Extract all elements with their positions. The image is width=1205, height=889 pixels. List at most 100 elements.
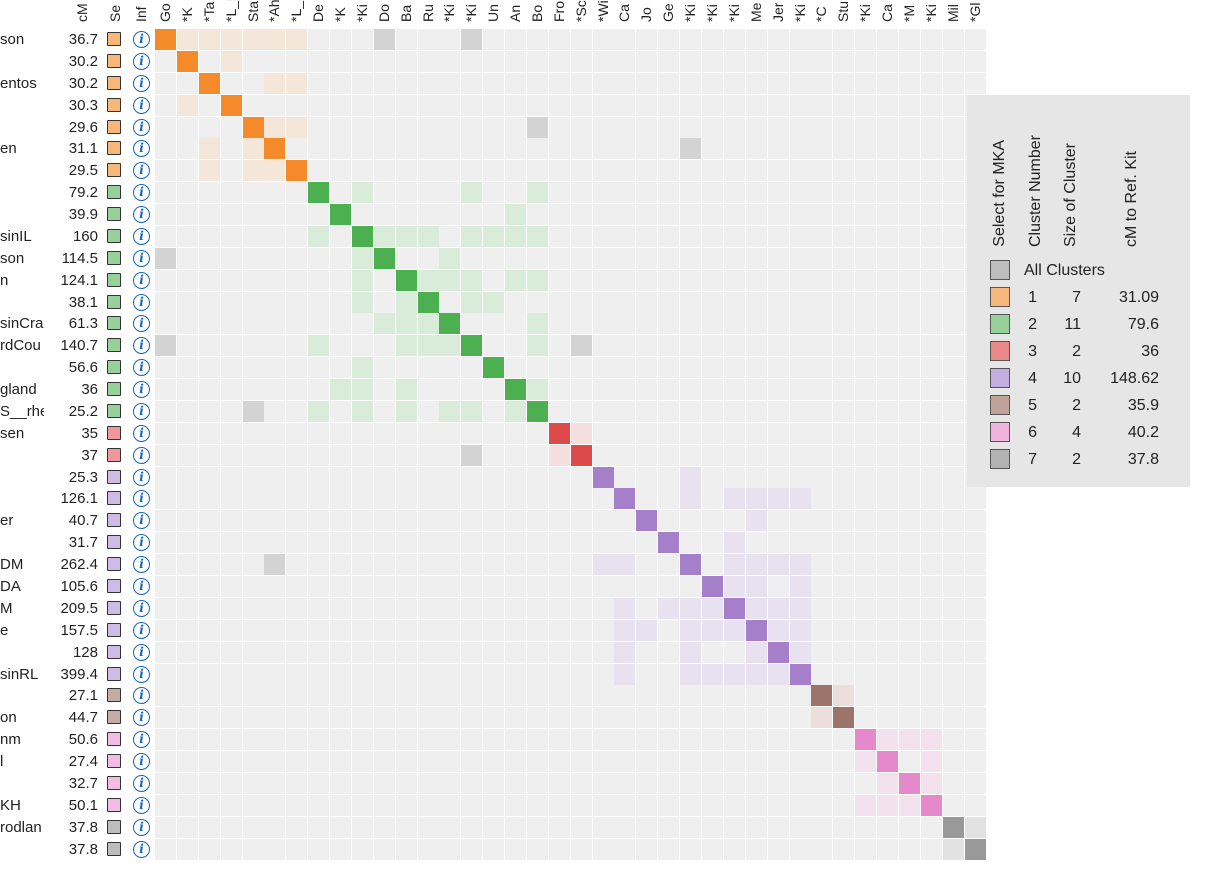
match-column-header[interactable]: Ca [616,4,633,22]
match-column-header[interactable]: *Ki [922,4,939,22]
matrix-cell-shared[interactable] [417,225,439,247]
select-match-checkbox[interactable] [107,250,121,265]
matrix-cell-diagonal[interactable] [242,116,264,138]
info-icon[interactable]: i [133,599,150,617]
matrix-cell-diagonal[interactable] [505,379,527,401]
match-name[interactable]: sinIL [0,226,52,248]
matrix-cell-shared[interactable] [898,729,920,751]
matrix-cell-shared[interactable] [680,488,702,510]
matrix-cell-diagonal[interactable] [592,466,614,488]
select-match-checkbox[interactable] [107,732,121,747]
matrix-cell-shared[interactable] [658,597,680,619]
matrix-cell-shared[interactable] [745,597,767,619]
match-column-header[interactable]: *Wi [594,0,611,22]
select-match-checkbox[interactable] [107,185,121,200]
matrix-cell-shared[interactable] [439,247,461,269]
matrix-cell-shared[interactable] [286,116,308,138]
match-column-header[interactable]: *M [900,4,917,22]
matrix-cell-shared[interactable] [351,269,373,291]
info-icon[interactable]: i [133,468,150,486]
info-icon[interactable]: i [133,402,150,420]
match-name[interactable]: gland [0,379,52,401]
info-icon[interactable]: i [133,731,150,749]
matrix-cell-shared[interactable] [439,335,461,357]
matrix-cell-shared[interactable] [461,400,483,422]
matrix-cell-shared[interactable] [308,335,330,357]
matrix-cell-shared[interactable] [220,29,242,50]
match-column-header[interactable]: *C [813,6,830,22]
match-column-header[interactable]: *Ki [725,4,742,22]
matrix-cell-shared[interactable] [308,225,330,247]
matrix-cell-shared[interactable] [920,751,942,773]
matrix-cell-shared[interactable] [526,225,548,247]
matrix-cell-shared[interactable] [351,182,373,204]
select-match-checkbox[interactable] [107,316,121,331]
info-icon[interactable]: i [133,796,150,814]
select-match-checkbox[interactable] [107,469,121,484]
matrix-cell-shared[interactable] [745,576,767,597]
matrix-cell-shared[interactable] [680,619,702,641]
matrix-cell-diagonal[interactable] [548,422,570,444]
info-icon[interactable]: i [133,534,150,552]
matrix-cell-diagonal[interactable] [570,444,592,466]
matrix-cell-diagonal[interactable] [330,204,352,226]
info-icon[interactable]: i [133,840,150,858]
select-match-checkbox[interactable] [107,819,121,834]
select-match-checkbox[interactable] [107,272,121,287]
matrix-cell-diagonal[interactable] [461,335,483,357]
matrix-cell-shared[interactable] [920,729,942,751]
info-icon[interactable]: i [133,184,150,202]
matrix-cell-shared[interactable] [242,29,264,50]
info-icon[interactable]: i [133,227,150,245]
matrix-cell-shared[interactable] [417,269,439,291]
matrix-cell-shared[interactable] [351,247,373,269]
matrix-cell-cross[interactable] [526,116,548,138]
matrix-cell-shared[interactable] [636,619,658,641]
matrix-cell-shared[interactable] [680,641,702,663]
match-name[interactable]: son [0,248,52,270]
match-name[interactable]: DM [0,554,52,576]
matrix-cell-diagonal[interactable] [286,160,308,182]
info-icon[interactable]: i [133,140,150,158]
match-column-header[interactable]: Stu [835,0,852,22]
select-match-checkbox[interactable] [107,425,121,440]
info-icon[interactable]: i [133,271,150,289]
matrix-cell-cross[interactable] [155,335,176,357]
matrix-cell-shared[interactable] [526,335,548,357]
matrix-cell-shared[interactable] [264,72,286,94]
select-match-checkbox[interactable] [107,688,121,703]
matrix-cell-shared[interactable] [789,554,811,576]
matrix-cell-shared[interactable] [592,554,614,576]
matrix-cell-diagonal[interactable] [351,225,373,247]
select-match-checkbox[interactable] [107,338,121,353]
info-icon[interactable]: i [133,687,150,705]
matrix-cell-diagonal[interactable] [483,357,505,379]
matrix-cell-shared[interactable] [505,225,527,247]
match-column-header[interactable]: *Ki [704,4,720,22]
select-match-checkbox[interactable] [107,75,121,90]
matrix-cell-shared[interactable] [877,794,899,816]
matrix-cell-shared[interactable] [330,379,352,401]
match-column-header[interactable]: Sta [244,0,261,22]
matrix-cell-shared[interactable] [505,269,527,291]
match-column-header[interactable]: *Ki [441,4,458,22]
match-name[interactable]: e [0,620,52,642]
match-column-header[interactable]: Me [747,2,764,22]
matrix-cell-shared[interactable] [264,29,286,50]
matrix-cell-shared[interactable] [198,29,220,50]
matrix-cell-shared[interactable] [745,554,767,576]
match-column-header[interactable]: An [507,4,524,22]
cluster-select-checkbox[interactable] [990,287,1010,307]
match-name[interactable]: en [0,138,52,160]
select-column-header[interactable]: Se [107,4,123,22]
matrix-cell-shared[interactable] [877,729,899,751]
info-icon[interactable]: i [133,206,150,224]
select-match-checkbox[interactable] [107,97,121,112]
info-icon[interactable]: i [133,512,150,530]
matrix-cell-shared[interactable] [767,619,789,641]
match-name[interactable]: on [0,707,52,729]
matrix-cell-shared[interactable] [417,335,439,357]
match-column-header[interactable]: Bo [528,4,545,22]
select-match-checkbox[interactable] [107,228,121,243]
select-match-checkbox[interactable] [107,579,121,593]
